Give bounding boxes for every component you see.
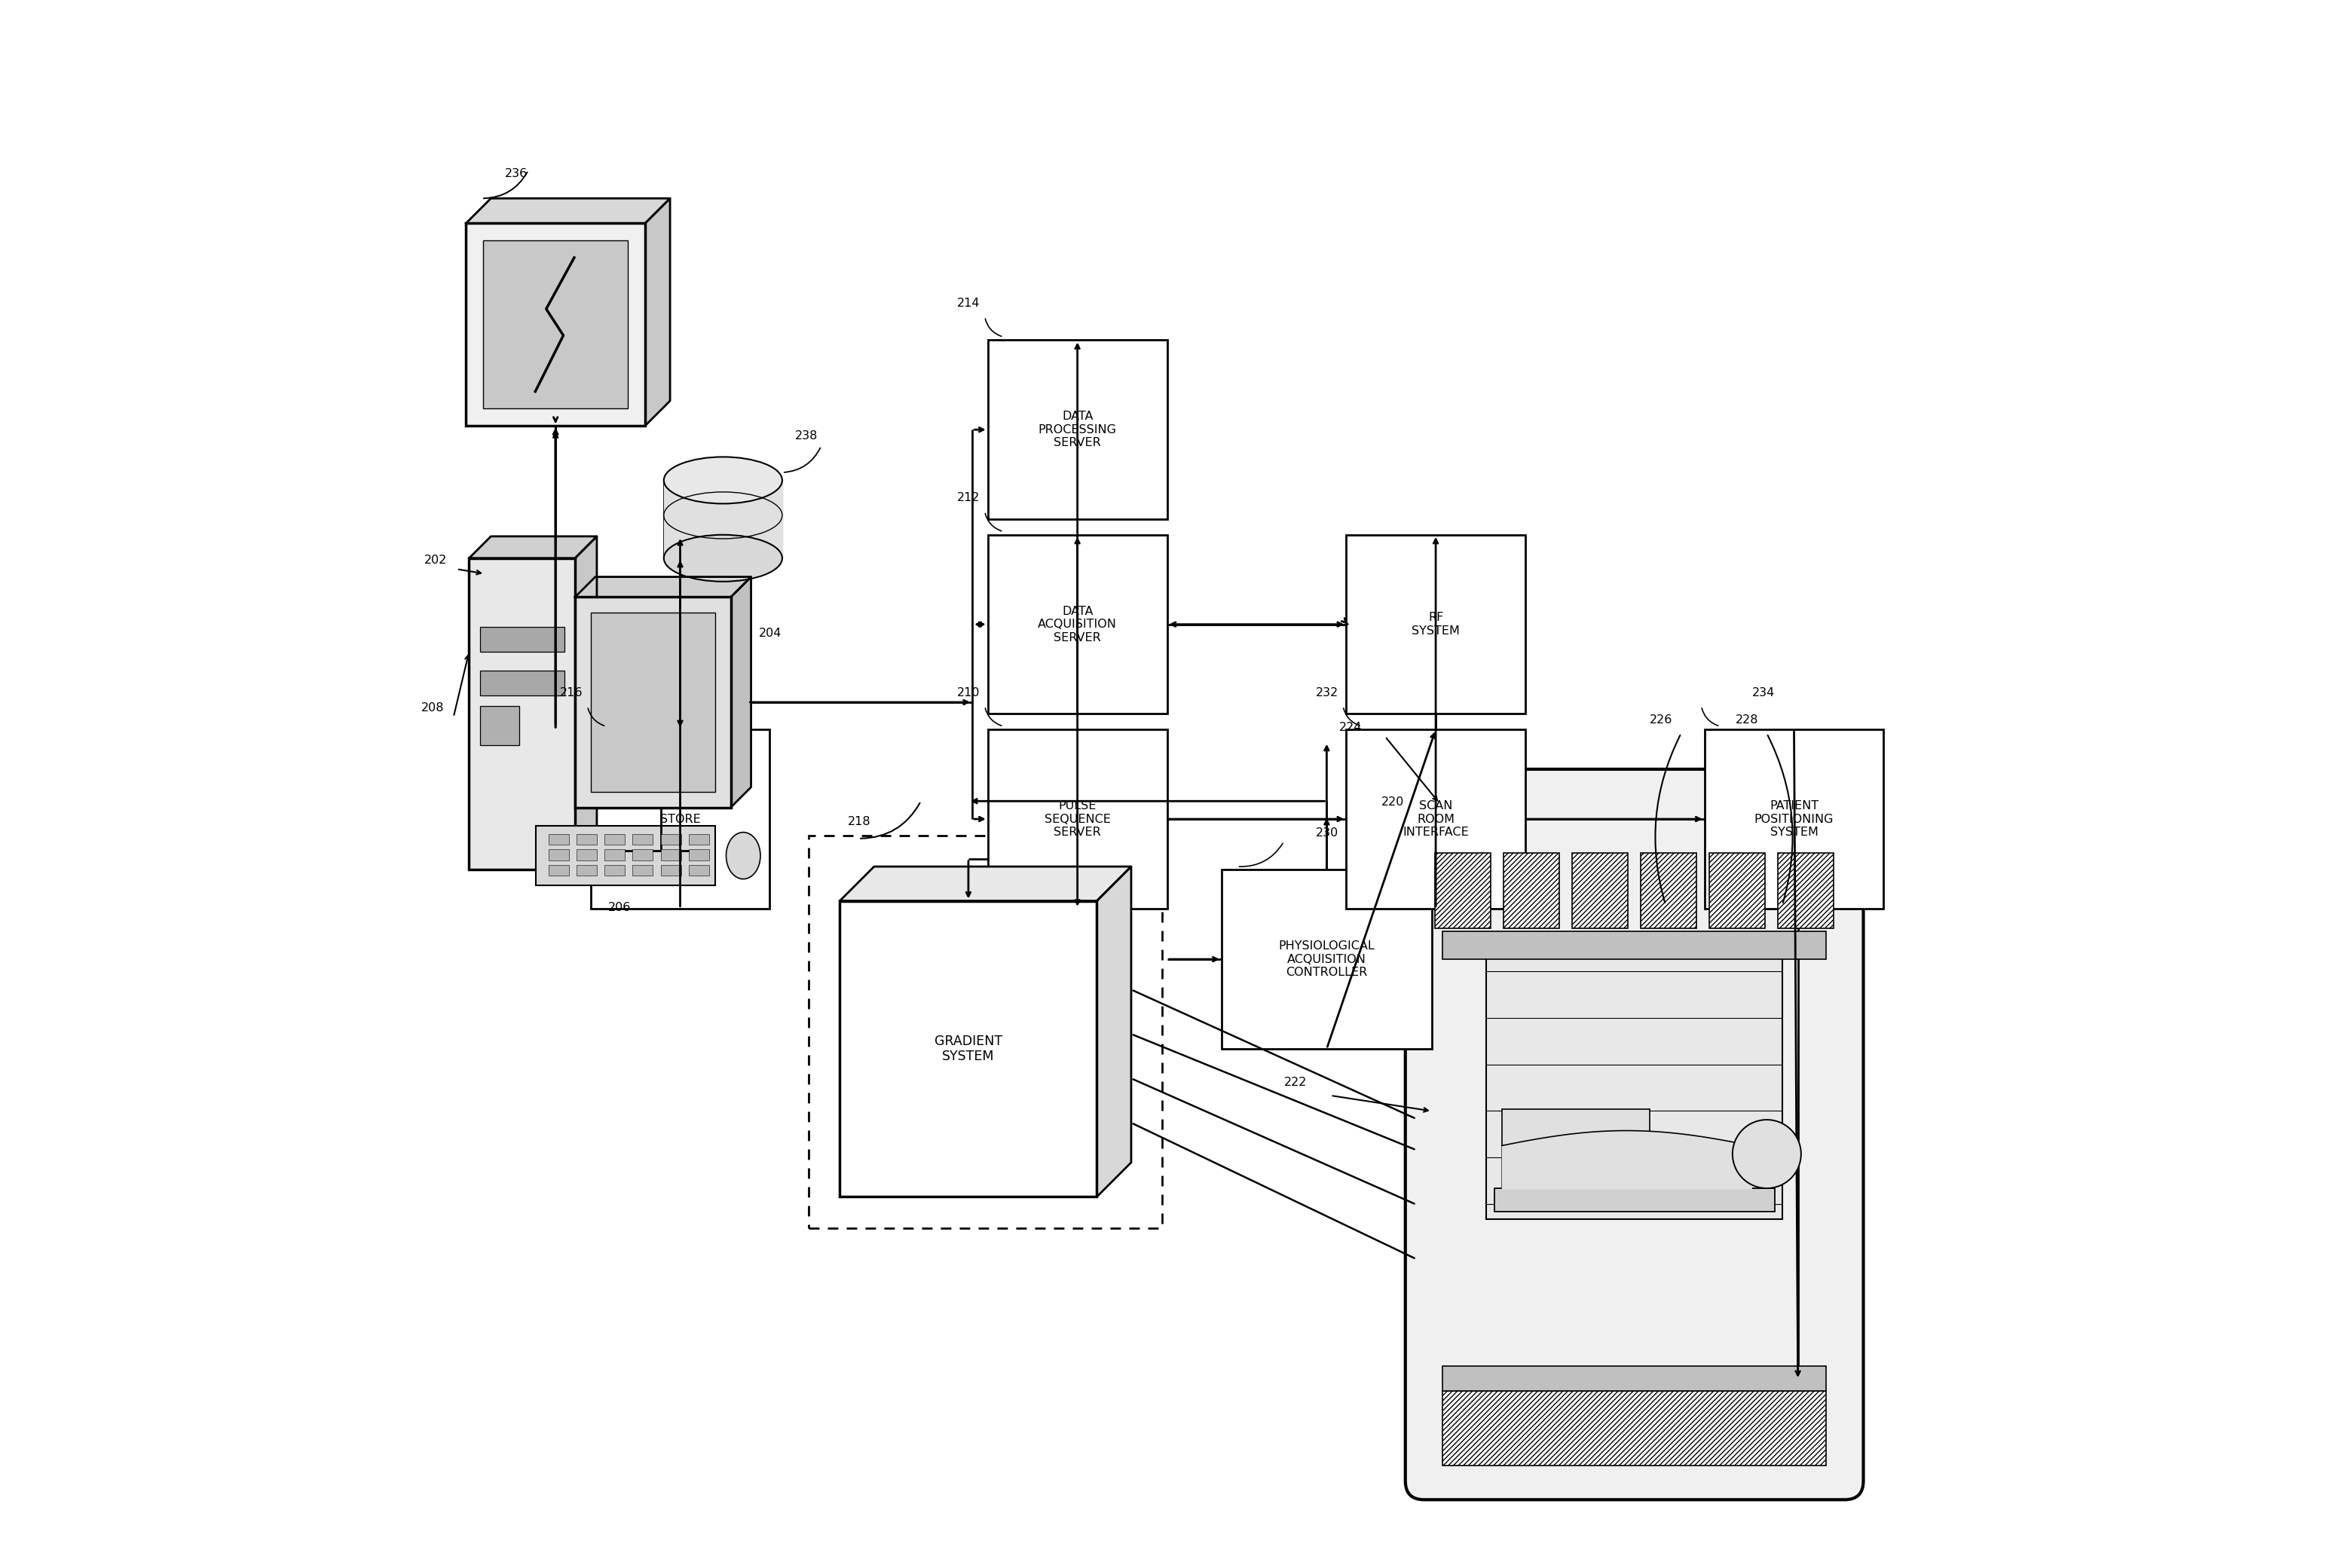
Text: 202: 202	[425, 555, 448, 566]
Bar	[1442, 1366, 1825, 1391]
Bar	[537, 826, 714, 886]
Bar	[1779, 853, 1835, 928]
Text: 206: 206	[607, 902, 630, 913]
Bar	[987, 340, 1167, 519]
Bar	[1641, 853, 1697, 928]
Bar	[1708, 853, 1765, 928]
Bar	[840, 900, 1097, 1196]
Text: 230: 230	[1316, 828, 1337, 839]
Bar	[689, 834, 710, 845]
Bar	[1435, 853, 1491, 928]
Text: DATA
PROCESSING
SERVER: DATA PROCESSING SERVER	[1039, 411, 1116, 448]
Bar	[574, 597, 731, 808]
Bar	[605, 834, 626, 845]
Bar	[987, 729, 1167, 908]
Bar	[1573, 853, 1629, 928]
Polygon shape	[469, 536, 598, 558]
Text: 222: 222	[1284, 1076, 1307, 1088]
Text: 216: 216	[560, 687, 584, 698]
Text: SCAN
ROOM
INTERFACE: SCAN ROOM INTERFACE	[1403, 800, 1468, 837]
Bar	[481, 627, 565, 652]
Bar	[661, 850, 682, 861]
Bar	[576, 866, 598, 877]
Bar	[548, 866, 569, 877]
Text: 208: 208	[420, 702, 443, 713]
Bar	[1347, 535, 1526, 713]
Bar	[1347, 729, 1526, 908]
Polygon shape	[644, 199, 670, 426]
Bar	[1487, 956, 1783, 1220]
Bar	[987, 535, 1167, 713]
Bar	[483, 240, 628, 409]
Text: 232: 232	[1316, 687, 1337, 698]
Text: 236: 236	[504, 168, 527, 180]
Ellipse shape	[663, 535, 782, 582]
Polygon shape	[731, 577, 752, 808]
Text: 210: 210	[957, 687, 980, 698]
Bar	[808, 836, 1162, 1228]
Bar	[591, 729, 770, 908]
Text: RF
SYSTEM: RF SYSTEM	[1412, 612, 1459, 637]
Text: 204: 204	[759, 627, 782, 640]
Bar	[1704, 729, 1884, 908]
Bar	[661, 866, 682, 877]
Bar	[633, 850, 654, 861]
Bar	[481, 706, 518, 745]
Bar	[1442, 1391, 1825, 1466]
Text: 238: 238	[794, 430, 817, 441]
Bar	[1503, 853, 1559, 928]
Text: GRADIENT
SYSTEM: GRADIENT SYSTEM	[934, 1035, 1001, 1063]
Text: 224: 224	[1340, 723, 1361, 734]
Text: 220: 220	[1382, 797, 1405, 808]
Text: DATA
ACQUISITION
SERVER: DATA ACQUISITION SERVER	[1039, 605, 1118, 643]
Bar	[467, 223, 644, 426]
Bar	[689, 866, 710, 877]
Polygon shape	[467, 199, 670, 223]
Text: 234: 234	[1753, 687, 1774, 698]
Polygon shape	[574, 536, 598, 870]
Text: 214: 214	[957, 298, 980, 309]
Polygon shape	[574, 577, 752, 597]
Bar	[576, 834, 598, 845]
Ellipse shape	[726, 833, 761, 880]
Bar	[605, 850, 626, 861]
Text: 226: 226	[1650, 715, 1673, 726]
Circle shape	[1732, 1120, 1802, 1189]
Text: 218: 218	[847, 817, 871, 828]
Bar	[605, 866, 626, 877]
Text: 212: 212	[957, 492, 980, 503]
Polygon shape	[840, 867, 1132, 900]
Bar	[481, 670, 565, 695]
Bar	[1221, 870, 1431, 1049]
Bar	[661, 834, 682, 845]
Polygon shape	[663, 480, 782, 558]
Bar	[576, 850, 598, 861]
Bar	[548, 834, 569, 845]
Bar	[633, 834, 654, 845]
Bar	[633, 866, 654, 877]
Bar	[591, 613, 714, 792]
Text: PULSE
SEQUENCE
SERVER: PULSE SEQUENCE SERVER	[1043, 800, 1111, 837]
Text: DATA
STORE
SERVER: DATA STORE SERVER	[656, 800, 705, 837]
Bar	[1442, 931, 1825, 960]
Text: PATIENT
POSITIONING
SYSTEM: PATIENT POSITIONING SYSTEM	[1755, 800, 1835, 837]
Ellipse shape	[663, 456, 782, 503]
Polygon shape	[1097, 867, 1132, 1196]
Bar	[469, 558, 574, 870]
Text: 228: 228	[1736, 715, 1758, 726]
Bar	[1494, 1189, 1774, 1212]
FancyBboxPatch shape	[1405, 770, 1863, 1499]
Bar	[548, 850, 569, 861]
Text: PHYSIOLOGICAL
ACQUISITION
CONTROLLER: PHYSIOLOGICAL ACQUISITION CONTROLLER	[1279, 941, 1375, 978]
Bar	[689, 850, 710, 861]
Bar	[1503, 1109, 1650, 1189]
